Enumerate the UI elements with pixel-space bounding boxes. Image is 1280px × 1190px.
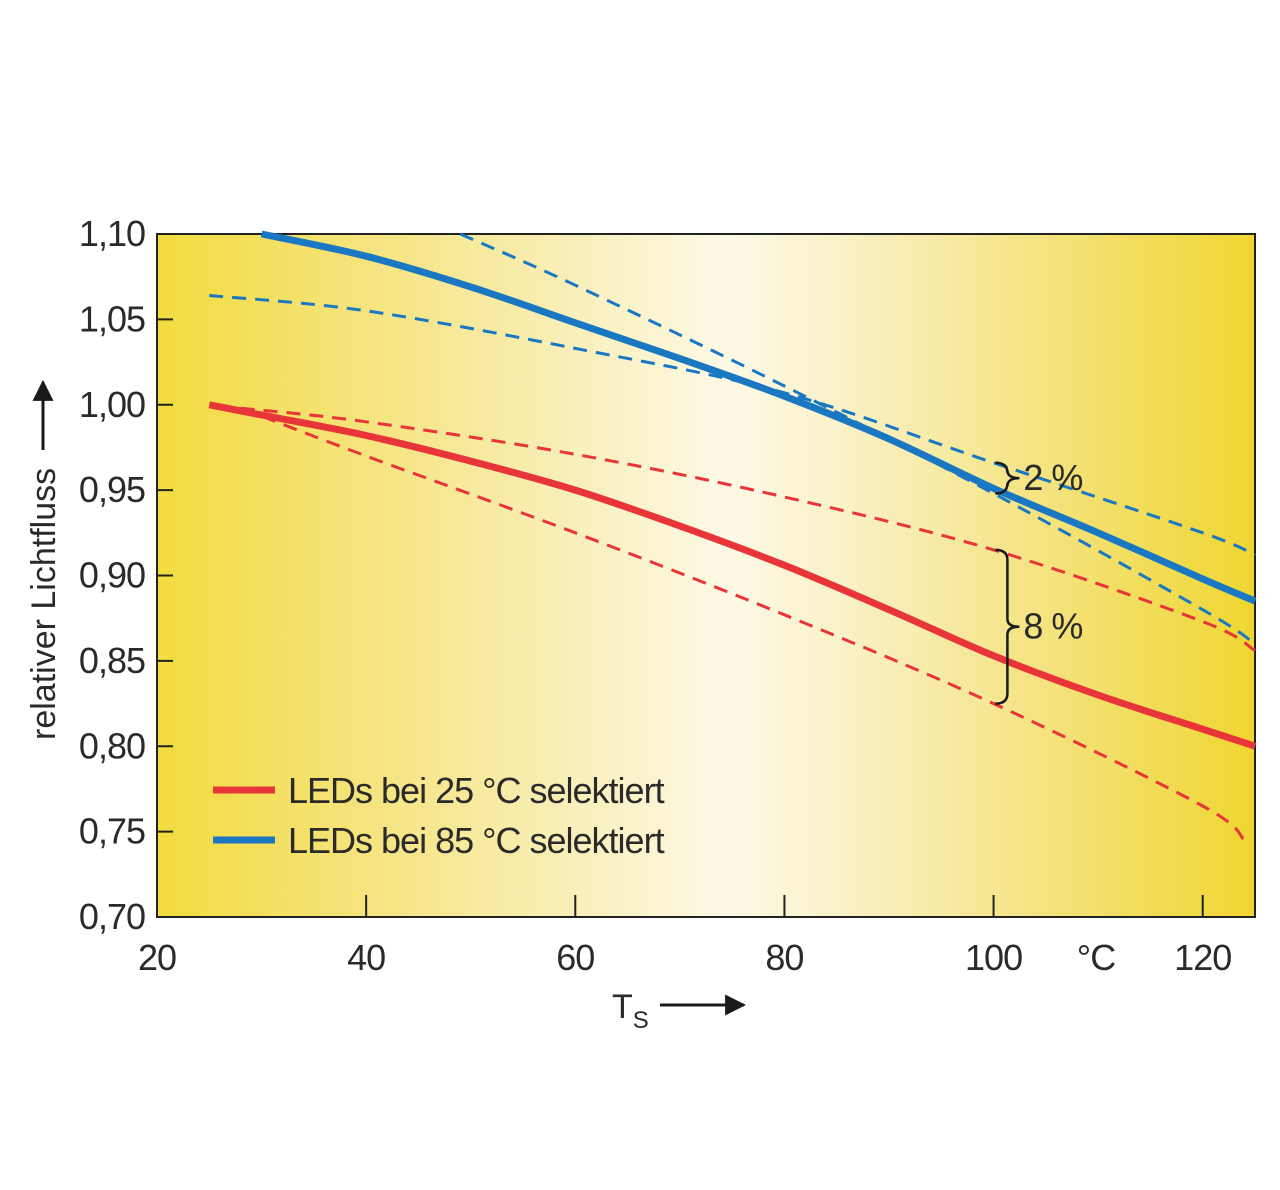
x-tick-label: 60 [556, 937, 594, 978]
y-tick-label: 0,90 [79, 555, 145, 596]
y-tick-label: 0,70 [79, 896, 145, 937]
tick-marks [156, 233, 1204, 918]
x-unit-label: °C [1077, 937, 1115, 978]
x-axis-title: TS [612, 988, 747, 1034]
x-tick-label: 100 [965, 937, 1022, 978]
x-tick-label: 120 [1174, 937, 1231, 978]
y-tick-label: 0,80 [79, 725, 145, 766]
y-tick-label: 0,75 [79, 811, 145, 852]
plot-area [156, 233, 1256, 918]
dashed-line-5 [459, 232, 1256, 646]
y-tick-label: 1,00 [79, 384, 145, 425]
legend-label: LEDs bei 85 °C selektiert [288, 820, 665, 861]
annotations: 2 % 8 % [995, 457, 1083, 705]
y-tick-label: 0,85 [79, 640, 145, 681]
annotation-brace [995, 461, 1020, 495]
legend-label: LEDs bei 25 °C selektiert [288, 770, 665, 811]
y-axis-title-main: relativer Lichtfluss [25, 468, 63, 740]
series-line-0 [208, 401, 1257, 750]
y-axis-title: relativer Lichtfluss [25, 379, 63, 740]
y-tick-label: 1,05 [79, 298, 145, 339]
legend: LEDs bei 25 °C selektiert LEDs bei 85 °C … [213, 770, 666, 861]
y-tick-label: 0,95 [79, 469, 145, 510]
dashed-line-3 [240, 406, 1246, 842]
y-tick-label: 1,10 [79, 213, 145, 254]
x-tick-label: 20 [138, 937, 176, 978]
annotation-label: 2 % [1023, 457, 1082, 498]
x-tick-label: 80 [765, 937, 803, 978]
x-tick-labels: 20 40 60 80 100 120 [138, 937, 1232, 978]
series-line-1 [260, 230, 1257, 605]
annotation-label: 8 % [1023, 606, 1082, 647]
annotation-brace [995, 548, 1020, 705]
x-tick-label: 40 [347, 937, 385, 978]
x-axis-title-main: TS [612, 988, 649, 1034]
solid-series [208, 230, 1257, 750]
y-tick-labels: 0,70 0,75 0,80 0,85 0,90 0,95 1,00 1,05 1,10 [79, 213, 146, 937]
dashed-line-2 [240, 406, 1256, 652]
